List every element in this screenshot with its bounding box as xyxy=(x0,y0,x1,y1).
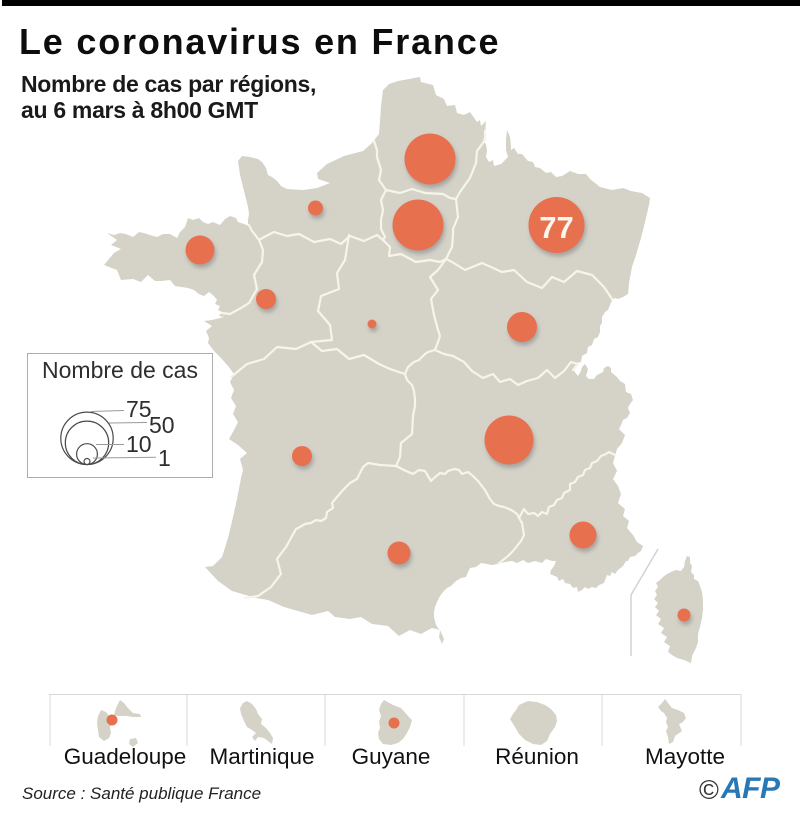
svg-text:Mayotte: Mayotte xyxy=(645,744,725,769)
svg-text:1: 1 xyxy=(158,445,171,471)
svg-text:Guyane: Guyane xyxy=(352,744,431,769)
svg-text:Réunion: Réunion xyxy=(495,744,579,769)
svg-text:77: 77 xyxy=(539,210,573,245)
svg-text:75: 75 xyxy=(126,396,152,422)
svg-text:Guadeloupe: Guadeloupe xyxy=(64,744,187,769)
svg-text:50: 50 xyxy=(149,412,175,438)
svg-text:Martinique: Martinique xyxy=(209,744,314,769)
svg-text:10: 10 xyxy=(126,431,152,457)
svg-text:Nombre de cas: Nombre de cas xyxy=(42,357,198,383)
